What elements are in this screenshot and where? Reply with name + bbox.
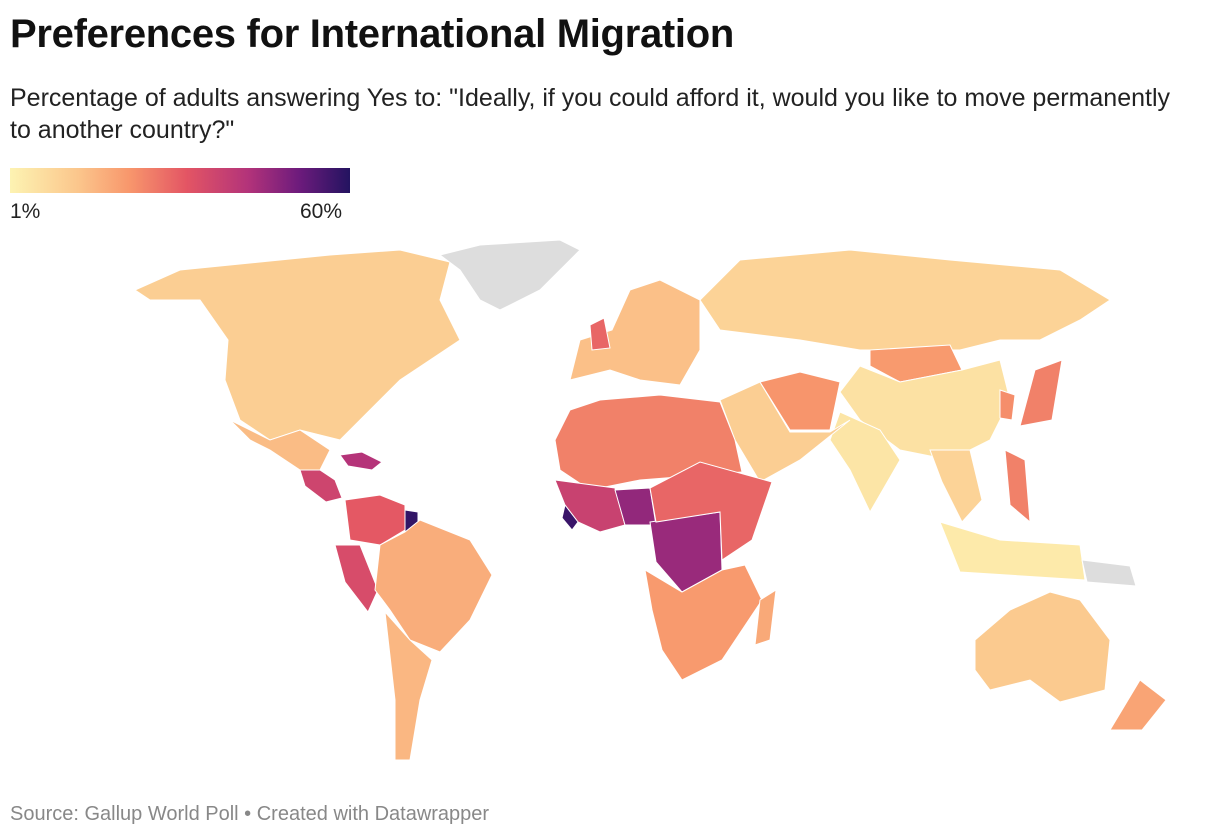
- region-papua-new-guinea[interactable]: [1081, 559, 1137, 587]
- chart-title: Preferences for International Migration: [10, 12, 735, 56]
- legend-max-label: 60%: [300, 200, 343, 223]
- region-southern-cone[interactable]: [384, 610, 433, 761]
- region-east-africa[interactable]: [649, 461, 773, 561]
- region-japan[interactable]: [1019, 359, 1063, 427]
- region-europe[interactable]: [569, 279, 701, 386]
- legend-min-label: 1%: [10, 200, 41, 223]
- region-southern-africa[interactable]: [644, 564, 763, 681]
- region-south-korea[interactable]: [999, 389, 1016, 421]
- region-philippines[interactable]: [1004, 449, 1031, 524]
- region-iran-afghanistan[interactable]: [759, 371, 841, 431]
- region-north-america[interactable]: [133, 249, 461, 441]
- region-haiti-dominican-republic[interactable]: [339, 451, 383, 471]
- region-madagascar[interactable]: [754, 589, 777, 646]
- region-central-america[interactable]: [299, 469, 343, 503]
- region-greenland[interactable]: [438, 239, 581, 311]
- color-legend-bar: [10, 168, 350, 193]
- region-new-zealand[interactable]: [1109, 679, 1167, 731]
- region-brazil[interactable]: [374, 519, 493, 653]
- region-india[interactable]: [829, 411, 901, 514]
- region-indonesia[interactable]: [939, 521, 1086, 581]
- region-australia[interactable]: [974, 591, 1111, 703]
- chart-subtitle: Percentage of adults answering Yes to: "…: [10, 84, 1171, 144]
- region-southeast-asia[interactable]: [929, 449, 983, 523]
- region-peru[interactable]: [334, 544, 379, 613]
- region-united-kingdom[interactable]: [589, 317, 611, 351]
- region-russia[interactable]: [699, 249, 1111, 351]
- region-sierra-leone-liberia[interactable]: [561, 503, 579, 531]
- source-credit: Source: Gallup World Poll • Created with…: [10, 803, 490, 825]
